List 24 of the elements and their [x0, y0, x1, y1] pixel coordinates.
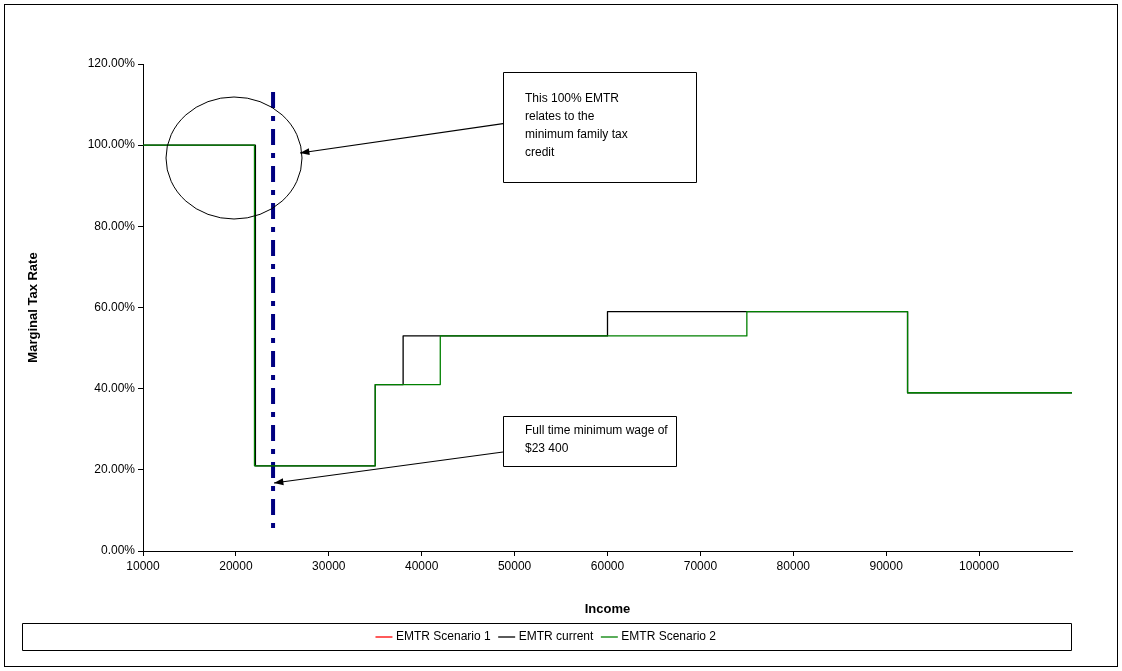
- y-axis-title: Marginal Tax Rate: [25, 252, 41, 363]
- legend-label: EMTR Scenario 1: [395, 629, 491, 644]
- x-tick-label: 40000: [405, 558, 439, 573]
- y-tick-label: 60.00%: [94, 299, 136, 314]
- x-tick-label: 80000: [776, 558, 811, 573]
- x-tick-label: 90000: [869, 558, 904, 573]
- annotation: Full time minimum wage of $23 400: [525, 423, 669, 456]
- y-tick-label: 20.00%: [94, 462, 136, 477]
- y-tick-label: 80.00%: [94, 218, 136, 233]
- y-tick-label: 100.00%: [87, 137, 136, 152]
- y-tick-label: 0.00%: [100, 543, 136, 558]
- annotation: This 100% EMTR relates to the minimum family tax credit: [525, 91, 628, 160]
- x-tick-label: 20000: [219, 558, 253, 573]
- x-tick-label: 70000: [683, 558, 718, 573]
- x-tick-label: 10000: [126, 558, 161, 573]
- y-tick-label: 120.00%: [87, 56, 136, 71]
- x-tick-label: 100000: [959, 558, 1000, 573]
- x-tick-label: 50000: [497, 558, 532, 573]
- legend-label: EMTR Scenario 2: [621, 629, 717, 644]
- x-tick-label: 60000: [590, 558, 625, 573]
- legend-label: EMTR current: [518, 629, 594, 644]
- x-axis-title: Income: [584, 600, 631, 616]
- y-tick-label: 40.00%: [94, 380, 136, 395]
- x-tick-label: 30000: [312, 558, 346, 573]
